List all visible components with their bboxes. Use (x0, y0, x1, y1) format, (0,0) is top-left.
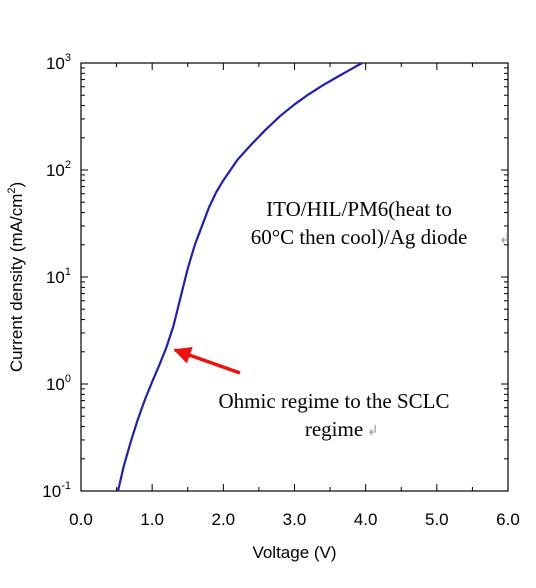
x-tick-labels: 0.0 1.0 2.0 3.0 4.0 5.0 6.0 (69, 510, 520, 529)
x-tick-label: 0.0 (69, 510, 93, 529)
y-tick-labels: 10-1 100 101 102 103 (42, 52, 71, 501)
x-tick-label: 2.0 (212, 510, 236, 529)
regime-annotation-line1: Ohmic regime to the SCLC (219, 389, 450, 413)
series-line (116, 62, 363, 492)
y-axis-title: Current density (mA/cm2) (6, 182, 26, 372)
y-tick-label: 10-1 (42, 480, 71, 501)
y-tick-label: 100 (46, 373, 71, 394)
x-tick-label: 1.0 (140, 510, 164, 529)
regime-annotation-line2: regime (305, 417, 363, 441)
regime-annotation: Ohmic regime to the SCLC regime ↲ (173, 347, 450, 441)
x-tick-label: 4.0 (354, 510, 378, 529)
return-mark-icon: ↲ (367, 423, 379, 439)
plot-frame (80, 62, 509, 492)
device-annotation: ITO/HIL/PM6(heat to 60°C then cool)/Ag d… (251, 197, 511, 249)
y-tick-label: 102 (46, 159, 71, 180)
device-annotation-line1: ITO/HIL/PM6(heat to (266, 197, 452, 221)
device-annotation-line2: 60°C then cool)/Ag diode (251, 225, 468, 249)
y-tick-label: 103 (46, 52, 71, 73)
x-tick-label: 5.0 (425, 510, 449, 529)
x-tick-label: 6.0 (496, 510, 520, 529)
x-axis-title: Voltage (V) (252, 543, 336, 562)
x-tick-label: 3.0 (283, 510, 307, 529)
red-arrow (173, 347, 241, 375)
axis-ticks (80, 62, 509, 492)
return-mark-icon: ↲ (499, 231, 511, 247)
y-tick-label: 101 (46, 266, 71, 287)
